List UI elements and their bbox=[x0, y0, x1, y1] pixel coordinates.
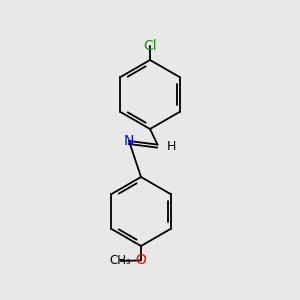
Text: CH₃: CH₃ bbox=[110, 254, 131, 268]
Text: N: N bbox=[124, 134, 134, 148]
Text: Cl: Cl bbox=[143, 39, 157, 52]
Text: H: H bbox=[167, 140, 177, 153]
Text: O: O bbox=[136, 254, 146, 267]
